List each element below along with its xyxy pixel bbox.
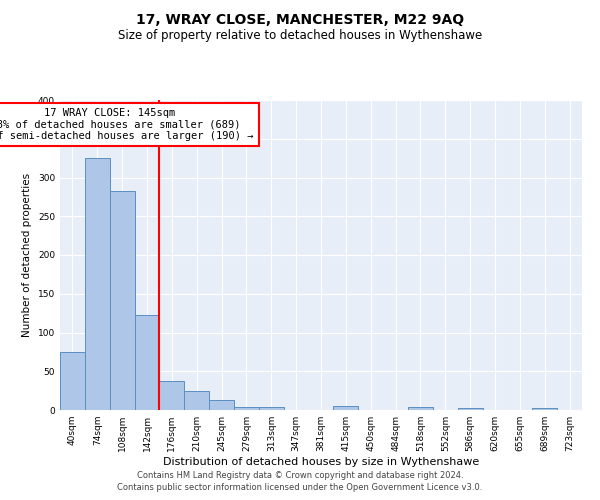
Text: Contains public sector information licensed under the Open Government Licence v3: Contains public sector information licen… xyxy=(118,484,482,492)
Bar xyxy=(334,406,358,410)
Bar xyxy=(60,352,85,410)
Bar xyxy=(458,408,482,410)
Bar xyxy=(134,316,160,410)
Bar xyxy=(110,192,134,410)
Text: 17 WRAY CLOSE: 145sqm
← 78% of detached houses are smaller (689)
22% of semi-det: 17 WRAY CLOSE: 145sqm ← 78% of detached … xyxy=(0,108,253,141)
Bar xyxy=(259,407,284,410)
Bar xyxy=(209,400,234,410)
Bar xyxy=(184,390,209,410)
Text: Contains HM Land Registry data © Crown copyright and database right 2024.: Contains HM Land Registry data © Crown c… xyxy=(137,471,463,480)
Bar xyxy=(408,407,433,410)
Y-axis label: Number of detached properties: Number of detached properties xyxy=(22,173,32,337)
X-axis label: Distribution of detached houses by size in Wythenshawe: Distribution of detached houses by size … xyxy=(163,457,479,467)
Text: 17, WRAY CLOSE, MANCHESTER, M22 9AQ: 17, WRAY CLOSE, MANCHESTER, M22 9AQ xyxy=(136,12,464,26)
Bar xyxy=(234,407,259,410)
Bar xyxy=(160,380,184,410)
Bar xyxy=(85,158,110,410)
Bar xyxy=(532,408,557,410)
Text: Size of property relative to detached houses in Wythenshawe: Size of property relative to detached ho… xyxy=(118,29,482,42)
